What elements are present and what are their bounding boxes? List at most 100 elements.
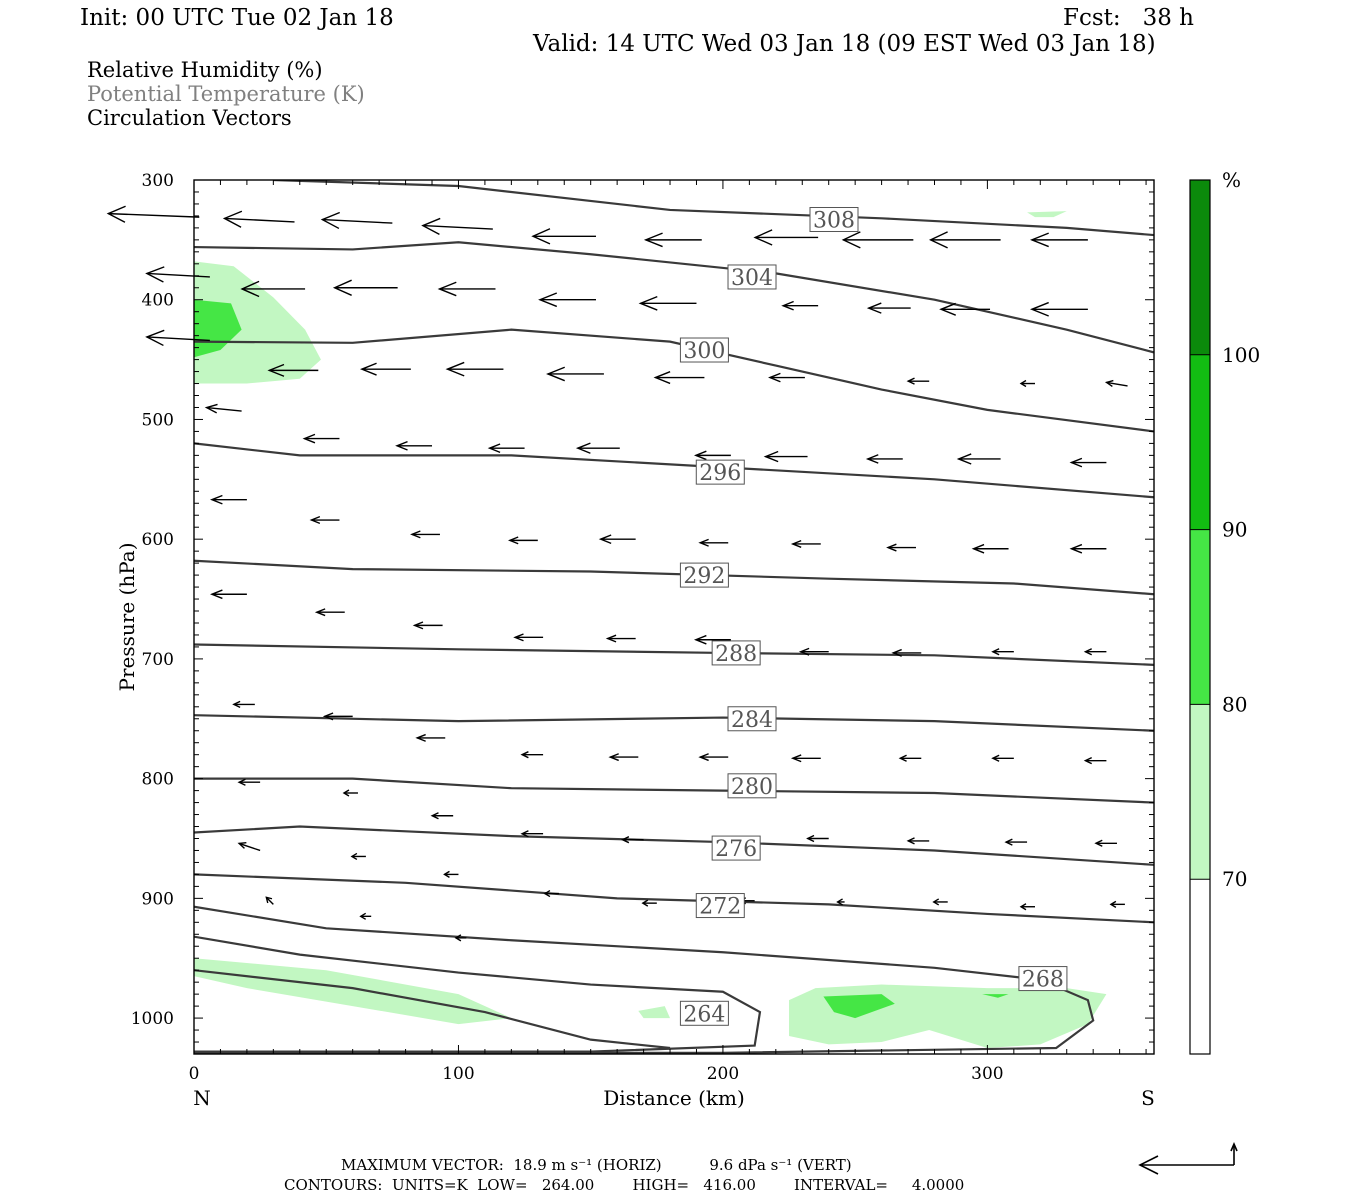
circulation-vector <box>302 433 340 444</box>
circulation-vector <box>906 377 930 385</box>
circulation-vector <box>1094 839 1117 847</box>
circulation-vector <box>145 266 210 283</box>
circulation-vector <box>350 852 366 861</box>
circulation-vector <box>693 450 731 461</box>
circulation-vector <box>906 837 930 845</box>
circulation-vector <box>410 530 440 539</box>
circulation-vector <box>437 281 496 297</box>
svg-text:276: 276 <box>715 837 757 862</box>
theta-contour-260 <box>194 969 671 1050</box>
circulation-vector <box>513 633 544 642</box>
svg-text:292: 292 <box>683 564 725 589</box>
rh-area-70 <box>789 984 1107 1049</box>
circulation-vector <box>886 543 916 552</box>
y-tick-label: 800 <box>142 770 174 790</box>
circulation-vector <box>237 842 261 852</box>
init-time: Init: 00 UTC Tue 02 Jan 18 <box>80 5 394 31</box>
circulation-vector <box>265 896 274 905</box>
theta-contour-label: 284 <box>727 706 777 733</box>
circulation-vector <box>520 751 544 759</box>
svg-text:308: 308 <box>813 209 855 234</box>
x-tick-label: 300 <box>971 1064 1003 1084</box>
plot-frame <box>193 179 1155 1055</box>
x-tick-label: 100 <box>442 1064 474 1084</box>
circulation-vector <box>971 543 1009 554</box>
circulation-vector <box>698 753 729 762</box>
theta-contour-label: 292 <box>679 562 729 589</box>
circulation-vector <box>891 648 922 657</box>
circulation-vector <box>445 361 504 377</box>
svg-text:284: 284 <box>731 708 773 733</box>
circulation-vector <box>790 539 821 548</box>
colorbar-tick-label: 90 <box>1222 518 1247 542</box>
circulation-vector <box>430 812 454 820</box>
circulation-vector <box>1019 903 1035 911</box>
circulation-vector <box>991 754 1014 762</box>
circulation-vector <box>575 442 620 454</box>
theta-contour-label: 304 <box>727 264 777 291</box>
circulation-vector <box>232 700 255 709</box>
colorbar-segment <box>1190 704 1210 880</box>
circulation-vector <box>1029 301 1088 317</box>
circulation-vector <box>753 229 819 246</box>
circulation-vector <box>1069 543 1107 554</box>
y-tick-label: 700 <box>142 650 174 670</box>
y-tick-label: 600 <box>142 530 174 550</box>
circulation-vector <box>145 329 210 347</box>
circulation-vector <box>836 898 845 906</box>
legend-rh: Relative Humidity (%) <box>87 58 323 82</box>
circulation-vector <box>1029 232 1088 248</box>
rh-area-70 <box>194 261 321 384</box>
theta-contour-label: 264 <box>679 1000 729 1027</box>
circulation-vector <box>1069 457 1107 468</box>
theta-contour-280 <box>194 777 1154 804</box>
circulation-vector <box>237 778 261 786</box>
rh-area-70 <box>194 958 512 1025</box>
circulation-vector <box>806 834 829 843</box>
circulation-vector <box>222 210 295 228</box>
circulation-vector <box>956 453 1001 465</box>
footer-contours: CONTOURS: UNITS=K LOW= 264.00 HIGH= 416.… <box>284 1176 965 1194</box>
theta-contour-276 <box>194 825 1154 866</box>
circulation-vector <box>1004 838 1028 846</box>
circulation-vector <box>598 534 636 545</box>
circulation-vector <box>454 934 467 942</box>
circulation-vector <box>309 516 340 525</box>
theta-contour-284 <box>194 714 1154 732</box>
theta-contour-label: 272 <box>695 893 745 920</box>
circulation-vector <box>991 648 1014 656</box>
rh-area-80 <box>194 299 242 358</box>
circulation-vector <box>928 231 1001 249</box>
circulation-vector <box>1083 757 1107 765</box>
theta-contour-label: 296 <box>695 459 745 486</box>
circulation-vector <box>412 621 443 630</box>
svg-text:264: 264 <box>683 1002 725 1027</box>
svg-text:288: 288 <box>715 642 757 667</box>
svg-text:280: 280 <box>731 775 773 800</box>
circulation-vector <box>608 753 639 762</box>
theta-contour-292 <box>194 559 1154 596</box>
circulation-vector <box>520 830 544 838</box>
svg-text:300: 300 <box>683 339 725 364</box>
south-end-label: S <box>1141 1086 1155 1110</box>
theta-contour-label: 276 <box>711 835 761 862</box>
y-tick-label: 1000 <box>131 1009 174 1029</box>
theta-contour-label: 288 <box>711 640 761 667</box>
circulation-vector <box>866 302 911 314</box>
colorbar-segment <box>1190 879 1210 1054</box>
reference-vector-icon <box>1138 1141 1238 1175</box>
circulation-vector <box>314 608 345 617</box>
svg-text:272: 272 <box>699 895 741 920</box>
y-axis-label: Pressure (hPa) <box>115 543 139 692</box>
circulation-vector <box>865 454 903 464</box>
colorbar-segment <box>1190 354 1210 530</box>
rh-area-70 <box>1027 211 1067 218</box>
x-axis-label: Distance (km) <box>603 1086 745 1110</box>
theta-contour-304 <box>194 241 1154 354</box>
colorbar-tick-label: 80 <box>1222 692 1247 716</box>
circulation-vector <box>204 403 242 414</box>
circulation-vector <box>106 205 200 223</box>
circulation-vector <box>653 371 705 385</box>
circulation-vector <box>693 634 731 645</box>
circulation-vector <box>641 899 657 907</box>
